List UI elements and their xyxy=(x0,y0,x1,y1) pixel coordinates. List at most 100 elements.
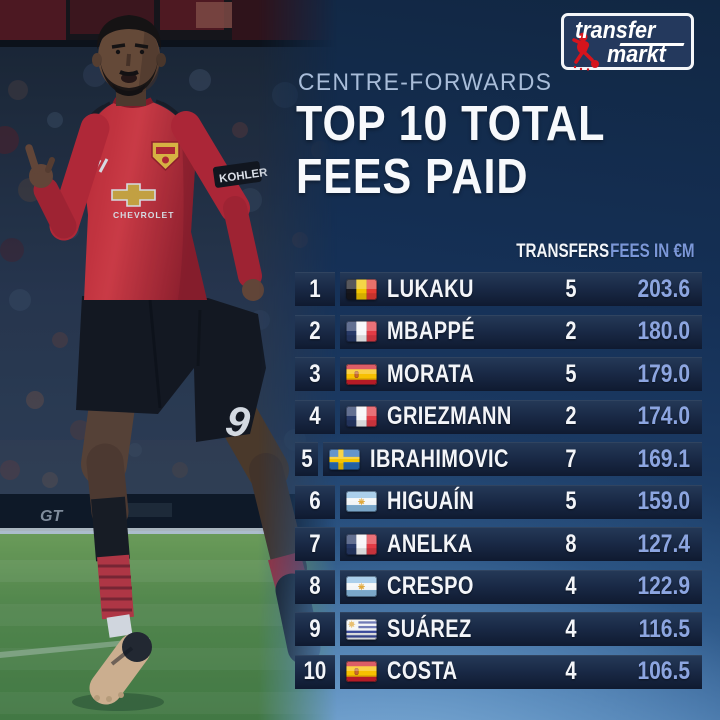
shorts xyxy=(76,296,266,442)
page-title: TOP 10 TOTAL FEES PAID xyxy=(296,98,605,204)
transfers-count: 2 xyxy=(544,317,598,346)
row-main: GRIEZMANN 2 174.0 xyxy=(340,399,702,434)
rank-number: 1 xyxy=(309,274,321,303)
rank-cell: 7 xyxy=(295,527,335,561)
transfers-value: 4 xyxy=(565,657,577,685)
rank-cell: 10 xyxy=(295,654,335,689)
transfers-count: 8 xyxy=(544,530,598,559)
player-name: LUKAKU xyxy=(387,274,474,303)
transfers-value: 2 xyxy=(565,317,577,345)
transfers-value: 4 xyxy=(565,572,577,600)
player-figure: 9 CHEVROLET xyxy=(25,15,321,705)
table-row: 8 CRESPO 4 122.9 xyxy=(295,569,702,604)
fee-value: 122.9 xyxy=(637,572,690,600)
table-row: 6 HIGUAÍN 5 159.0 xyxy=(295,484,702,519)
column-header-fees: FEES IN €M xyxy=(610,241,695,262)
table-row: 5 IBRAHIMOVIC 7 169.1 xyxy=(295,442,702,476)
sponsor-text: CHEVROLET xyxy=(113,210,174,220)
transfers-count: 4 xyxy=(544,615,598,644)
sleeve-sponsor: KOHLER xyxy=(212,161,269,188)
ad-board-text: GT xyxy=(40,508,63,525)
player-photo: GT xyxy=(0,0,340,720)
hair xyxy=(96,15,162,50)
rank-cell: 5 xyxy=(295,442,319,476)
rank-number: 10 xyxy=(303,657,327,685)
rank-number: 8 xyxy=(309,572,321,600)
fee-value: 179.0 xyxy=(637,359,690,388)
row-main: LUKAKU 5 203.6 xyxy=(340,272,702,306)
row-main: ANELKA 8 127.4 xyxy=(340,527,702,561)
transfers-count: 4 xyxy=(544,572,598,601)
table-row: 10 COSTA 4 106.5 xyxy=(295,654,702,689)
rank-number: 2 xyxy=(309,317,321,345)
flag-icon-france xyxy=(346,533,377,555)
rank-cell: 6 xyxy=(295,484,335,519)
flag-icon-france xyxy=(346,406,377,427)
fee-value: 203.6 xyxy=(637,274,690,303)
fee-value: 169.1 xyxy=(637,444,690,473)
transfers-count: 5 xyxy=(544,487,598,516)
flag-icon-spain xyxy=(346,661,377,682)
rank-number: 4 xyxy=(309,402,321,430)
flag-icon-france xyxy=(346,321,377,342)
rank-number: 5 xyxy=(301,444,313,473)
row-main: MORATA 5 179.0 xyxy=(340,357,702,391)
rank-cell: 8 xyxy=(295,569,335,604)
rank-cell: 9 xyxy=(295,612,335,646)
fee-value: 180.0 xyxy=(637,317,690,345)
table-row: 4 GRIEZMANN 2 174.0 xyxy=(295,399,702,434)
rank-number: 7 xyxy=(309,529,321,558)
transfers-value: 2 xyxy=(565,402,577,430)
sock-stripes xyxy=(98,564,132,612)
rank-number: 3 xyxy=(309,359,321,388)
row-main: IBRAHIMOVIC 7 169.1 xyxy=(323,442,702,476)
rank-number: 9 xyxy=(309,614,321,643)
player-name: IBRAHIMOVIC xyxy=(370,444,510,473)
rank-cell: 3 xyxy=(295,357,335,391)
fee-value: 159.0 xyxy=(637,487,690,515)
flag-icon-sweden xyxy=(329,448,361,470)
player-name: SUÁREZ xyxy=(387,614,472,643)
flag-icon-argentina xyxy=(346,491,377,512)
flag-icon-belgium xyxy=(346,278,377,300)
player-name: MBAPPÉ xyxy=(387,317,475,345)
flag-icon-uruguay xyxy=(346,618,377,640)
row-main: SUÁREZ 4 116.5 xyxy=(340,612,702,646)
transfers-count: 4 xyxy=(544,657,598,686)
fee-value: 116.5 xyxy=(638,614,690,643)
category-label: CENTRE-FORWARDS xyxy=(298,69,553,96)
player-name: ANELKA xyxy=(387,529,473,558)
fee-value: 106.5 xyxy=(637,657,690,685)
fee-value: 127.4 xyxy=(637,529,690,558)
row-main: COSTA 4 106.5 xyxy=(340,654,702,689)
player-name: HIGUAÍN xyxy=(387,487,475,515)
table-row: 3 MORATA 5 179.0 xyxy=(295,357,702,391)
flag-icon-argentina xyxy=(346,576,377,597)
rank-cell: 4 xyxy=(295,399,335,434)
table-row: 7 ANELKA 8 127.4 xyxy=(295,527,702,561)
transfermarkt-logo: transfer markt xyxy=(561,13,694,71)
ranking-table: 1 LUKAKU 5 203.6 2 MBAPPÉ 2 180.0 3 MORATA 5 179.0 4… xyxy=(295,272,702,689)
transfers-count: 5 xyxy=(544,360,598,389)
player-name: CRESPO xyxy=(387,572,474,600)
chevrolet-logo: CHEVROLET xyxy=(111,183,174,220)
club-crest xyxy=(151,141,180,172)
table-row: 2 MBAPPÉ 2 180.0 xyxy=(295,314,702,349)
transfers-count: 2 xyxy=(544,402,598,431)
flag-icon-spain xyxy=(346,363,377,385)
fee-value: 174.0 xyxy=(637,402,690,430)
row-main: HIGUAÍN 5 159.0 xyxy=(340,484,702,519)
stadium-stand xyxy=(0,0,340,48)
rank-number: 6 xyxy=(309,487,321,515)
table-row: 9 SUÁREZ 4 116.5 xyxy=(295,612,702,646)
transfers-value: 5 xyxy=(565,487,577,515)
column-header-transfers: TRANSFERS xyxy=(516,241,609,262)
logo-word-markt: markt xyxy=(607,41,666,68)
table-row: 1 LUKAKU 5 203.6 xyxy=(295,272,702,306)
logo-word-transfer: transfer xyxy=(575,17,656,44)
rank-cell: 1 xyxy=(295,272,335,306)
rank-cell: 2 xyxy=(295,314,335,349)
title-line1: TOP 10 TOTAL xyxy=(296,97,606,151)
transfers-value: 4 xyxy=(565,614,577,643)
